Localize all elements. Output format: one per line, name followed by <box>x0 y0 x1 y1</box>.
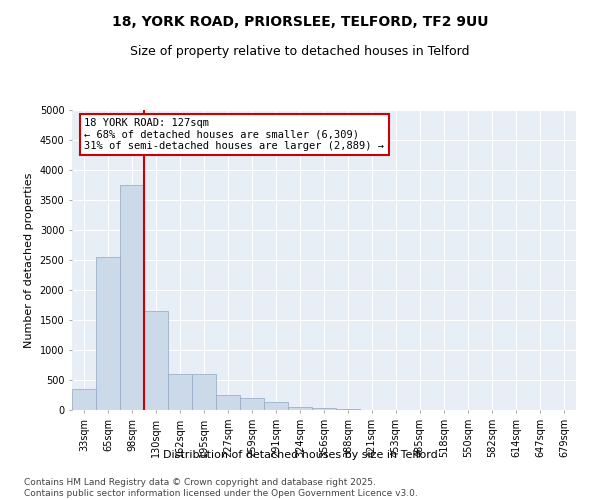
Text: Size of property relative to detached houses in Telford: Size of property relative to detached ho… <box>130 45 470 58</box>
Bar <box>120 185 144 410</box>
Bar <box>168 374 192 410</box>
Y-axis label: Number of detached properties: Number of detached properties <box>24 172 34 348</box>
Text: 18, YORK ROAD, PRIORSLEE, TELFORD, TF2 9UU: 18, YORK ROAD, PRIORSLEE, TELFORD, TF2 9… <box>112 15 488 29</box>
Bar <box>144 311 168 410</box>
Bar <box>264 402 288 410</box>
Bar <box>288 407 312 410</box>
Bar <box>192 374 216 410</box>
Text: Contains HM Land Registry data © Crown copyright and database right 2025.
Contai: Contains HM Land Registry data © Crown c… <box>24 478 418 498</box>
Bar <box>216 395 240 410</box>
Text: 18 YORK ROAD: 127sqm
← 68% of detached houses are smaller (6,309)
31% of semi-de: 18 YORK ROAD: 127sqm ← 68% of detached h… <box>85 118 385 151</box>
Bar <box>312 408 336 410</box>
Bar <box>96 257 120 410</box>
Text: Distribution of detached houses by size in Telford: Distribution of detached houses by size … <box>163 450 437 460</box>
Bar <box>72 389 96 410</box>
Bar <box>240 398 264 410</box>
